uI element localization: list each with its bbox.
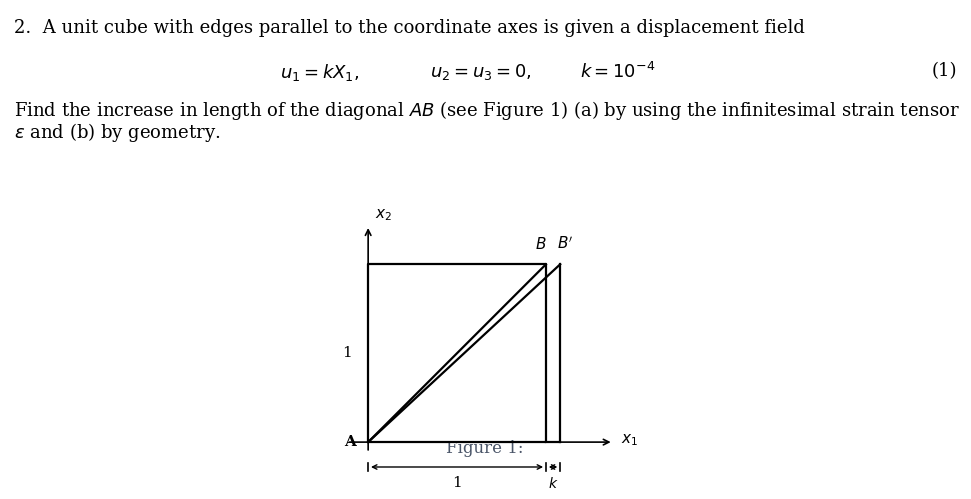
- Text: 1: 1: [452, 476, 462, 490]
- Text: $k$: $k$: [548, 476, 558, 491]
- Text: 1: 1: [343, 346, 352, 360]
- Text: $x_1$: $x_1$: [620, 433, 638, 448]
- Text: A: A: [344, 435, 355, 449]
- Text: $B'$: $B'$: [557, 235, 574, 252]
- Text: $B$: $B$: [535, 236, 547, 252]
- Text: $x_2$: $x_2$: [375, 208, 392, 224]
- Text: 2.  A unit cube with edges parallel to the coordinate axes is given a displaceme: 2. A unit cube with edges parallel to th…: [14, 19, 805, 37]
- Text: $\varepsilon$ and (b) by geometry.: $\varepsilon$ and (b) by geometry.: [14, 121, 220, 144]
- Text: $u_1 = kX_1,$: $u_1 = kX_1,$: [280, 62, 359, 83]
- Text: Figure 1:: Figure 1:: [447, 440, 523, 457]
- Text: $u_2 = u_3 = 0,$: $u_2 = u_3 = 0,$: [430, 62, 531, 82]
- Text: (1): (1): [931, 62, 957, 80]
- Text: Find the increase in length of the diagonal $AB$ (see Figure 1) (a) by using the: Find the increase in length of the diago…: [14, 99, 960, 122]
- Text: $k = 10^{-4}$: $k = 10^{-4}$: [580, 62, 655, 82]
